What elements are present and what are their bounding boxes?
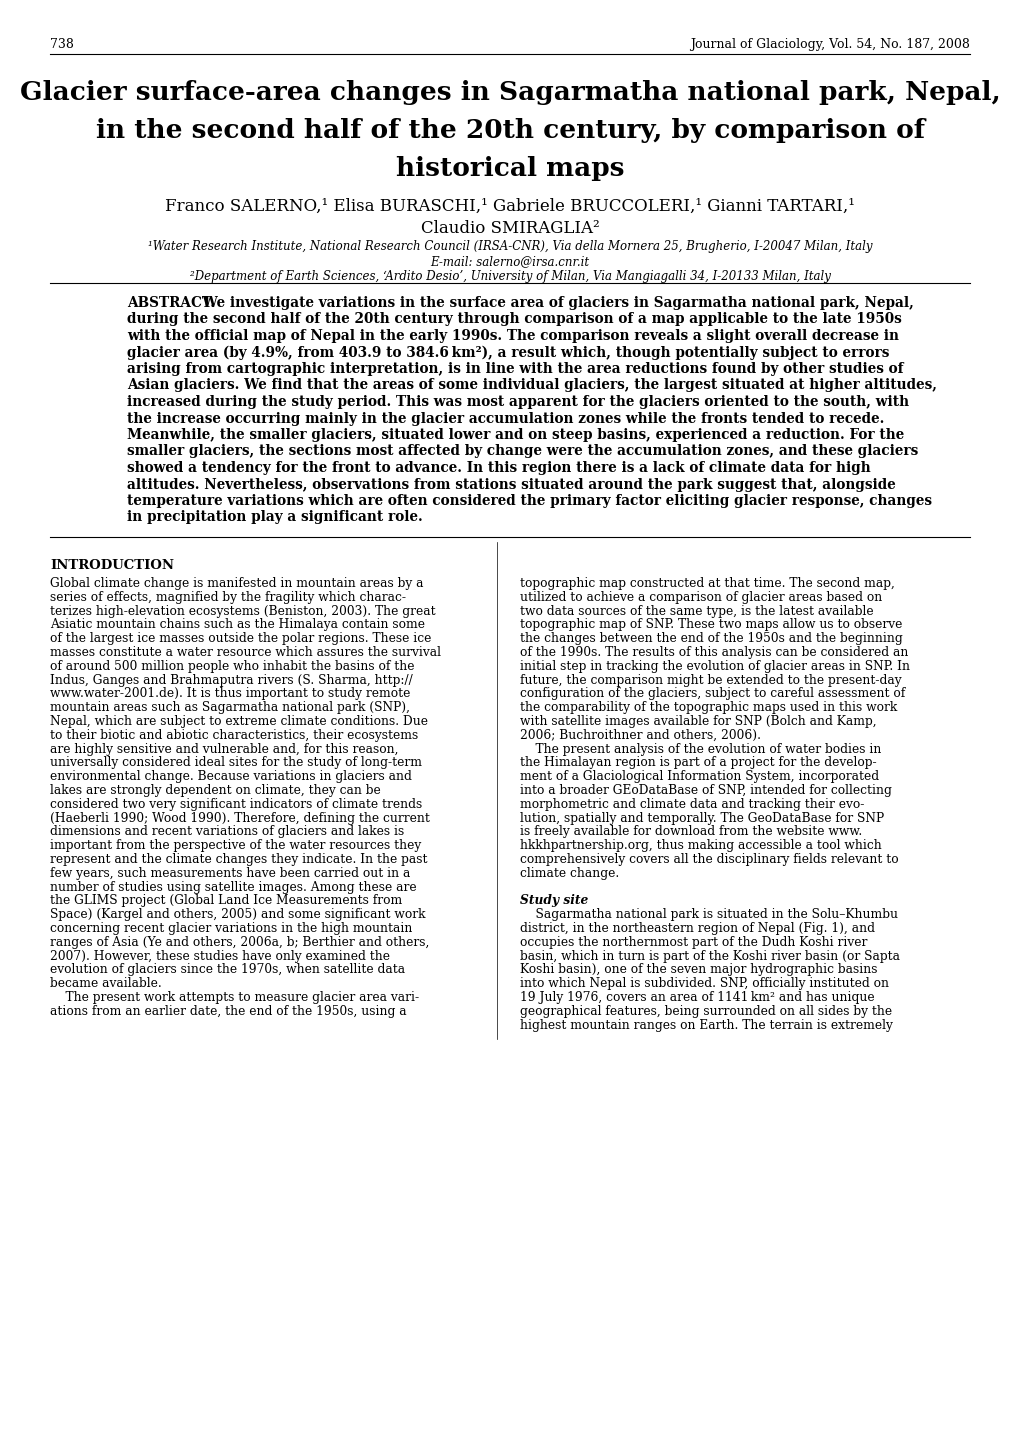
Text: lution, spatially and temporally. The GeoDataBase for SNP: lution, spatially and temporally. The Ge… [520,812,883,825]
Text: with satellite images available for SNP (Bolch and Kamp,: with satellite images available for SNP … [520,715,875,728]
Text: of the largest ice masses outside the polar regions. These ice: of the largest ice masses outside the po… [50,632,431,645]
Text: masses constitute a water resource which assures the survival: masses constitute a water resource which… [50,646,440,659]
Text: is freely available for download from the website www.: is freely available for download from th… [520,825,861,838]
Text: increased during the study period. This was most apparent for the glaciers orien: increased during the study period. This … [127,395,908,410]
Text: considered two very significant indicators of climate trends: considered two very significant indicato… [50,797,422,810]
Text: climate change.: climate change. [520,867,619,880]
Text: the GLIMS project (Global Land Ice Measurements from: the GLIMS project (Global Land Ice Measu… [50,894,401,907]
Text: Asiatic mountain chains such as the Himalaya contain some: Asiatic mountain chains such as the Hima… [50,619,425,632]
Text: morphometric and climate data and tracking their evo-: morphometric and climate data and tracki… [520,797,863,810]
Text: 738: 738 [50,37,73,50]
Text: altitudes. Nevertheless, observations from stations situated around the park sug: altitudes. Nevertheless, observations fr… [127,477,895,492]
Text: two data sources of the same type, is the latest available: two data sources of the same type, is th… [520,604,872,617]
Text: became available.: became available. [50,978,162,991]
Text: topographic map of SNP. These two maps allow us to observe: topographic map of SNP. These two maps a… [520,619,902,632]
Text: Space) (Kargel and others, 2005) and some significant work: Space) (Kargel and others, 2005) and som… [50,908,425,921]
Text: to their biotic and abiotic characteristics, their ecosystems: to their biotic and abiotic characterist… [50,728,418,741]
Text: concerning recent glacier variations in the high mountain: concerning recent glacier variations in … [50,921,412,934]
Text: 19 July 1976, covers an area of 1141 km² and has unique: 19 July 1976, covers an area of 1141 km²… [520,991,873,1004]
Text: in the second half of the 20th century, by comparison of: in the second half of the 20th century, … [96,118,923,143]
Text: the changes between the end of the 1950s and the beginning: the changes between the end of the 1950s… [520,632,902,645]
Text: (Haeberli 1990; Wood 1990). Therefore, defining the current: (Haeberli 1990; Wood 1990). Therefore, d… [50,812,429,825]
Text: INTRODUCTION: INTRODUCTION [50,559,174,572]
Text: Koshi basin), one of the seven major hydrographic basins: Koshi basin), one of the seven major hyd… [520,963,876,976]
Text: future, the comparison might be extended to the present-day: future, the comparison might be extended… [520,673,901,686]
Text: The present analysis of the evolution of water bodies in: The present analysis of the evolution of… [520,743,880,756]
Text: ABSTRACT.: ABSTRACT. [127,296,215,310]
Text: environmental change. Because variations in glaciers and: environmental change. Because variations… [50,770,412,783]
Text: lakes are strongly dependent on climate, they can be: lakes are strongly dependent on climate,… [50,784,380,797]
Text: showed a tendency for the front to advance. In this region there is a lack of cl: showed a tendency for the front to advan… [127,461,870,474]
Text: historical maps: historical maps [395,156,624,182]
Text: evolution of glaciers since the 1970s, when satellite data: evolution of glaciers since the 1970s, w… [50,963,405,976]
Text: Glacier surface-area changes in Sagarmatha national park, Nepal,: Glacier surface-area changes in Sagarmat… [19,79,1000,105]
Text: universally considered ideal sites for the study of long-term: universally considered ideal sites for t… [50,757,422,770]
Text: occupies the northernmost part of the Dudh Koshi river: occupies the northernmost part of the Du… [520,936,866,949]
Text: ranges of Asia (Ye and others, 2006a, b; Berthier and others,: ranges of Asia (Ye and others, 2006a, b;… [50,936,429,949]
Text: district, in the northeastern region of Nepal (Fig. 1), and: district, in the northeastern region of … [520,921,874,934]
Text: dimensions and recent variations of glaciers and lakes is: dimensions and recent variations of glac… [50,825,404,838]
Text: Claudio SMIRAGLIA²: Claudio SMIRAGLIA² [420,221,599,236]
Text: Global climate change is manifested in mountain areas by a: Global climate change is manifested in m… [50,577,423,590]
Text: ²Department of Earth Sciences, ‘Ardito Desio’, University of Milan, Via Mangiaga: ²Department of Earth Sciences, ‘Ardito D… [190,270,829,283]
Text: Asian glaciers. We find that the areas of some individual glaciers, the largest : Asian glaciers. We find that the areas o… [127,378,936,392]
Text: initial step in tracking the evolution of glacier areas in SNP. In: initial step in tracking the evolution o… [520,660,909,673]
Text: ment of a Glaciological Information System, incorporated: ment of a Glaciological Information Syst… [520,770,878,783]
Text: arising from cartographic interpretation, is in line with the area reductions fo: arising from cartographic interpretation… [127,362,903,376]
Text: utilized to achieve a comparison of glacier areas based on: utilized to achieve a comparison of glac… [520,591,881,604]
Text: The present work attempts to measure glacier area vari-: The present work attempts to measure gla… [50,991,419,1004]
Text: 2007). However, these studies have only examined the: 2007). However, these studies have only … [50,950,389,963]
Text: of the 1990s. The results of this analysis can be considered an: of the 1990s. The results of this analys… [520,646,908,659]
Text: into which Nepal is subdivided. SNP, officially instituted on: into which Nepal is subdivided. SNP, off… [520,978,889,991]
Text: Indus, Ganges and Brahmaputra rivers (S. Sharma, http://: Indus, Ganges and Brahmaputra rivers (S.… [50,673,413,686]
Text: We investigate variations in the surface area of glaciers in Sagarmatha national: We investigate variations in the surface… [193,296,913,310]
Text: smaller glaciers, the sections most affected by change were the accumulation zon: smaller glaciers, the sections most affe… [127,444,917,459]
Text: into a broader GEoDataBase of SNP, intended for collecting: into a broader GEoDataBase of SNP, inten… [520,784,891,797]
Text: Sagarmatha national park is situated in the Solu–Khumbu: Sagarmatha national park is situated in … [520,908,897,921]
Text: mountain areas such as Sagarmatha national park (SNP),: mountain areas such as Sagarmatha nation… [50,701,410,714]
Text: comprehensively covers all the disciplinary fields relevant to: comprehensively covers all the disciplin… [520,854,898,867]
Text: number of studies using satellite images. Among these are: number of studies using satellite images… [50,881,416,894]
Text: ations from an earlier date, the end of the 1950s, using a: ations from an earlier date, the end of … [50,1005,407,1018]
Text: Nepal, which are subject to extreme climate conditions. Due: Nepal, which are subject to extreme clim… [50,715,428,728]
Text: highest mountain ranges on Earth. The terrain is extremely: highest mountain ranges on Earth. The te… [520,1018,892,1031]
Text: www.water-2001.de). It is thus important to study remote: www.water-2001.de). It is thus important… [50,688,410,701]
Text: the Himalayan region is part of a project for the develop-: the Himalayan region is part of a projec… [520,757,875,770]
Text: series of effects, magnified by the fragility which charac-: series of effects, magnified by the frag… [50,591,406,604]
Text: represent and the climate changes they indicate. In the past: represent and the climate changes they i… [50,854,427,867]
Text: important from the perspective of the water resources they: important from the perspective of the wa… [50,839,421,852]
Text: few years, such measurements have been carried out in a: few years, such measurements have been c… [50,867,410,880]
Text: Study site: Study site [520,894,588,907]
Text: are highly sensitive and vulnerable and, for this reason,: are highly sensitive and vulnerable and,… [50,743,398,756]
Text: 2006; Buchroithner and others, 2006).: 2006; Buchroithner and others, 2006). [520,728,760,741]
Text: configuration of the glaciers, subject to careful assessment of: configuration of the glaciers, subject t… [520,688,905,701]
Text: the increase occurring mainly in the glacier accumulation zones while the fronts: the increase occurring mainly in the gla… [127,411,883,425]
Text: the comparability of the topographic maps used in this work: the comparability of the topographic map… [520,701,897,714]
Text: with the official map of Nepal in the early 1990s. The comparison reveals a slig: with the official map of Nepal in the ea… [127,329,898,343]
Text: E-mail: salerno@irsa.cnr.it: E-mail: salerno@irsa.cnr.it [430,255,589,268]
Text: of around 500 million people who inhabit the basins of the: of around 500 million people who inhabit… [50,660,414,673]
Text: during the second half of the 20th century through comparison of a map applicabl: during the second half of the 20th centu… [127,313,901,326]
Text: Journal of Glaciology, Vol. 54, No. 187, 2008: Journal of Glaciology, Vol. 54, No. 187,… [690,37,969,50]
Text: temperature variations which are often considered the primary factor eliciting g: temperature variations which are often c… [127,495,931,508]
Text: Franco SALERNO,¹ Elisa BURASCHI,¹ Gabriele BRUCCOLERI,¹ Gianni TARTARI,¹: Franco SALERNO,¹ Elisa BURASCHI,¹ Gabrie… [165,198,854,215]
Text: Meanwhile, the smaller glaciers, situated lower and on steep basins, experienced: Meanwhile, the smaller glaciers, situate… [127,428,904,443]
Text: topographic map constructed at that time. The second map,: topographic map constructed at that time… [520,577,894,590]
Text: glacier area (by 4.9%, from 403.9 to 384.6 km²), a result which, though potentia: glacier area (by 4.9%, from 403.9 to 384… [127,346,889,360]
Text: ¹Water Research Institute, National Research Council (IRSA-CNR), Via della Morne: ¹Water Research Institute, National Rese… [148,239,871,252]
Text: basin, which in turn is part of the Koshi river basin (or Sapta: basin, which in turn is part of the Kosh… [520,950,899,963]
Text: hkkhpartnership.org, thus making accessible a tool which: hkkhpartnership.org, thus making accessi… [520,839,880,852]
Text: geographical features, being surrounded on all sides by the: geographical features, being surrounded … [520,1005,892,1018]
Text: terizes high-elevation ecosystems (Beniston, 2003). The great: terizes high-elevation ecosystems (Benis… [50,604,435,617]
Text: in precipitation play a significant role.: in precipitation play a significant role… [127,510,422,525]
